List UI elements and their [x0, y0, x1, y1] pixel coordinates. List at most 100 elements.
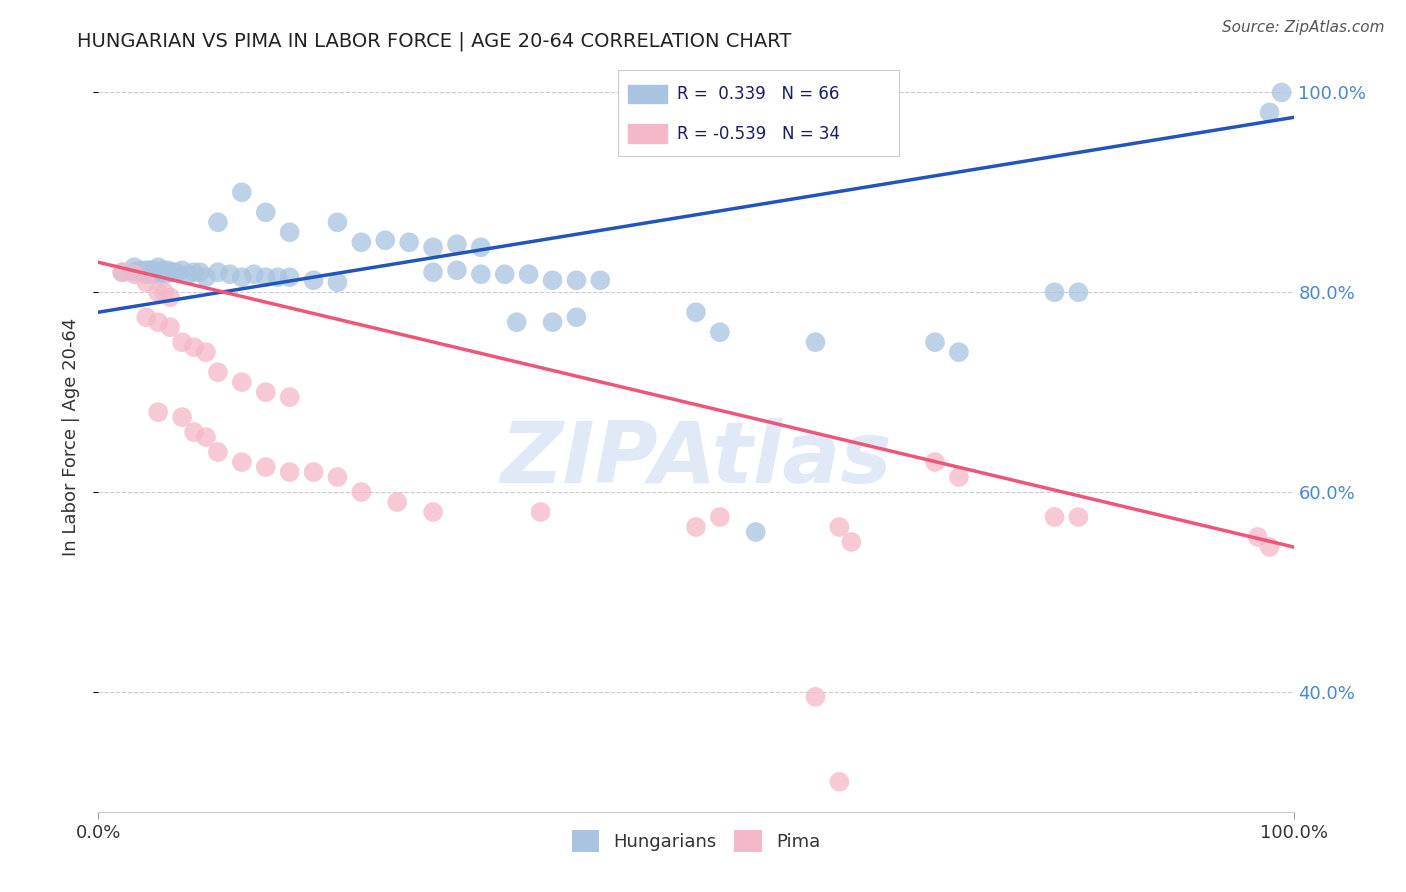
- Point: [195, 430, 218, 444]
- Point: [374, 233, 396, 247]
- Point: [685, 305, 707, 319]
- Text: Source: ZipAtlas.com: Source: ZipAtlas.com: [1222, 20, 1385, 35]
- Point: [350, 485, 373, 500]
- FancyBboxPatch shape: [619, 70, 900, 156]
- Point: [188, 265, 211, 279]
- Point: [541, 315, 564, 329]
- Point: [183, 265, 205, 279]
- Point: [207, 365, 229, 379]
- Point: [1043, 285, 1066, 300]
- Point: [745, 524, 768, 539]
- Point: [135, 310, 157, 325]
- Point: [326, 470, 349, 484]
- Point: [152, 263, 174, 277]
- Text: HUNGARIAN VS PIMA IN LABOR FORCE | AGE 20-64 CORRELATION CHART: HUNGARIAN VS PIMA IN LABOR FORCE | AGE 2…: [77, 31, 792, 51]
- Point: [517, 267, 540, 281]
- Point: [243, 267, 266, 281]
- Point: [142, 263, 165, 277]
- Y-axis label: In Labor Force | Age 20-64: In Labor Force | Age 20-64: [62, 318, 80, 557]
- Point: [1067, 285, 1090, 300]
- Point: [254, 460, 277, 475]
- Point: [148, 285, 170, 300]
- Point: [156, 263, 179, 277]
- Point: [129, 263, 152, 277]
- Point: [385, 495, 409, 509]
- Point: [278, 390, 301, 404]
- Point: [278, 270, 301, 285]
- Legend: Hungarians, Pima: Hungarians, Pima: [564, 822, 828, 859]
- Point: [948, 345, 970, 359]
- Point: [398, 235, 420, 250]
- Text: R =  0.339   N = 66: R = 0.339 N = 66: [676, 85, 839, 103]
- Point: [207, 265, 229, 279]
- Point: [530, 505, 553, 519]
- Point: [145, 265, 167, 279]
- Point: [709, 325, 731, 339]
- Point: [195, 270, 218, 285]
- Bar: [628, 85, 668, 103]
- Point: [506, 315, 529, 329]
- Point: [111, 265, 134, 279]
- Text: R = -0.539   N = 34: R = -0.539 N = 34: [676, 125, 839, 143]
- Point: [841, 535, 863, 549]
- Bar: [628, 124, 668, 143]
- Point: [924, 335, 946, 350]
- Point: [207, 215, 229, 229]
- Point: [231, 375, 253, 389]
- Point: [148, 315, 170, 329]
- Point: [135, 275, 157, 289]
- Point: [422, 505, 444, 519]
- Point: [924, 455, 946, 469]
- Point: [172, 410, 194, 425]
- Point: [159, 320, 181, 334]
- Point: [422, 240, 444, 254]
- Point: [828, 520, 851, 534]
- Point: [159, 290, 181, 304]
- Point: [183, 340, 205, 354]
- Point: [326, 275, 349, 289]
- Point: [254, 385, 277, 400]
- Point: [138, 263, 160, 277]
- Point: [219, 267, 242, 281]
- Point: [565, 273, 588, 287]
- Point: [804, 335, 827, 350]
- Point: [183, 425, 205, 439]
- Point: [1247, 530, 1270, 544]
- Point: [1043, 510, 1066, 524]
- Point: [124, 267, 146, 281]
- Point: [135, 267, 157, 281]
- Point: [1258, 105, 1281, 120]
- Point: [828, 774, 851, 789]
- Point: [231, 455, 253, 469]
- Point: [470, 267, 492, 281]
- Point: [207, 445, 229, 459]
- Point: [153, 285, 176, 300]
- Point: [139, 267, 162, 281]
- Point: [195, 345, 218, 359]
- Point: [254, 270, 277, 285]
- Point: [302, 465, 325, 479]
- Point: [155, 267, 177, 281]
- Point: [804, 690, 827, 704]
- Point: [1067, 510, 1090, 524]
- Point: [111, 265, 134, 279]
- Point: [302, 273, 325, 287]
- Point: [565, 310, 588, 325]
- Point: [1258, 540, 1281, 554]
- Point: [470, 240, 492, 254]
- Point: [541, 273, 564, 287]
- Point: [278, 465, 301, 479]
- Point: [162, 265, 184, 279]
- Point: [148, 267, 170, 281]
- Point: [494, 267, 516, 281]
- Point: [278, 225, 301, 239]
- Point: [267, 270, 290, 285]
- Point: [172, 263, 194, 277]
- Point: [172, 335, 194, 350]
- Point: [124, 260, 146, 275]
- Point: [589, 273, 612, 287]
- Point: [350, 235, 373, 250]
- Point: [446, 263, 468, 277]
- Point: [231, 186, 253, 200]
- Point: [149, 265, 172, 279]
